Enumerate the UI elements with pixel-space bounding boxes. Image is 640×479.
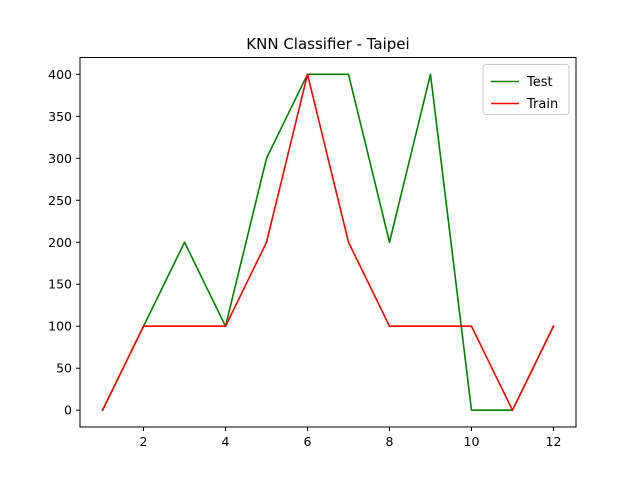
x-tick-label: 4 bbox=[222, 434, 230, 449]
y-tick-label: 250 bbox=[48, 193, 72, 208]
legend-label-train: Train bbox=[526, 97, 558, 112]
legend-frame bbox=[482, 64, 570, 115]
y-tick-label: 150 bbox=[48, 277, 72, 292]
x-tick-label: 6 bbox=[304, 434, 312, 449]
y-tick-label: 400 bbox=[48, 67, 72, 82]
y-tick-label: 300 bbox=[48, 151, 72, 166]
axis-ticks: 2 4 6 8 10 12 0 50 100 150 200 250 300 350 400 bbox=[48, 67, 561, 449]
x-tick-label: 10 bbox=[464, 434, 480, 449]
x-tick-label: 2 bbox=[140, 434, 148, 449]
x-tick-label: 12 bbox=[546, 434, 562, 449]
y-tick-label: 350 bbox=[48, 109, 72, 124]
legend-label-test: Test bbox=[526, 75, 553, 90]
series-line-train bbox=[101, 73, 555, 412]
y-tick-label: 100 bbox=[48, 319, 72, 334]
y-tick-label: 200 bbox=[48, 235, 72, 250]
plot-area bbox=[101, 73, 555, 412]
y-tick-label: 50 bbox=[56, 361, 72, 376]
x-tick-label: 8 bbox=[386, 434, 394, 449]
chart-title: KNN Classifier - Taipei bbox=[246, 35, 409, 53]
series-line-test bbox=[101, 73, 555, 412]
y-tick-label: 0 bbox=[64, 403, 72, 418]
legend: Test Train bbox=[482, 64, 570, 115]
